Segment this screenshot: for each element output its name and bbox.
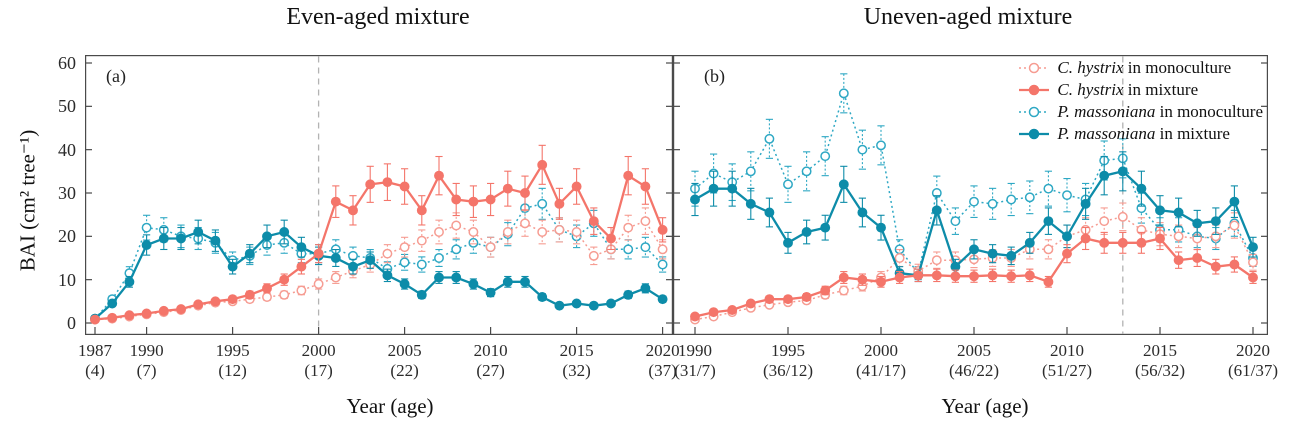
x-tick-label: 2010 (27) xyxy=(473,341,508,380)
y-tick-label: 0 xyxy=(67,313,76,333)
legend-item-ch-mixture: C. hystrix in mixture xyxy=(1016,79,1263,101)
x-tick-label: 2020 (37) xyxy=(645,341,680,380)
series-ch_mix xyxy=(690,226,1258,322)
legend-item-pm-monoculture: P. massoniana in monoculture xyxy=(1016,101,1263,123)
y-tick-label: 10 xyxy=(58,269,76,290)
ch-mixture-marker-icon xyxy=(1019,84,1050,96)
x-tick-label: 2000 (17) xyxy=(301,341,336,380)
panel-a-title: Even-aged mixture xyxy=(286,4,470,30)
x-tick-label: 2020 (61/37) xyxy=(1227,341,1279,380)
series-ch_mix xyxy=(90,144,668,325)
legend-label: C. hystrix in monoculture xyxy=(1057,58,1232,77)
y-tick-label: 20 xyxy=(58,226,76,247)
x-tick-label: 1995 (36/12) xyxy=(762,341,814,380)
pm-monoculture-marker-icon xyxy=(1019,106,1050,118)
x-tick-label: 2005 (22) xyxy=(387,341,422,380)
legend-label: C. hystrix in mixture xyxy=(1057,80,1199,99)
series-pm_mix xyxy=(690,151,1258,283)
y-tick-label: 60 xyxy=(58,53,76,73)
x-tick-label: 2000 (41/17) xyxy=(855,341,907,380)
x-tick-label: 1990 (7) xyxy=(129,341,164,380)
x-tick-label: 2005 (46/22) xyxy=(948,341,1000,380)
x-tick-label: 1995 (12) xyxy=(215,341,250,380)
ch-monoculture-marker-icon xyxy=(1019,62,1050,74)
series-pm_mix xyxy=(90,219,668,324)
legend-item-ch-monoculture: C. hystrix in monoculture xyxy=(1016,57,1263,79)
legend-label: P. massoniana in monoculture xyxy=(1057,102,1263,121)
x-tick-label: 2015 (32) xyxy=(559,341,594,380)
legend-item-pm-mixture: P. massoniana in mixture xyxy=(1016,123,1263,145)
x-axis-title-a: Year (age) xyxy=(346,394,434,418)
legend-label: P. massoniana in mixture xyxy=(1057,124,1230,143)
panel-b-title: Uneven-aged mixture xyxy=(863,4,1073,30)
x-axis-title-b: Year (age) xyxy=(941,394,1029,418)
x-tick-label: 2010 (51/27) xyxy=(1041,341,1093,380)
y-tick-label: 50 xyxy=(58,96,76,117)
panel-a-letter: (a) xyxy=(106,66,126,86)
y-tick-label: 40 xyxy=(58,139,76,160)
panel-a-plot xyxy=(85,55,673,335)
panel-b-plot xyxy=(673,55,1268,335)
legend: C. hystrix in monoculture C. hystrix in … xyxy=(1016,57,1263,145)
pm-mixture-marker-icon xyxy=(1019,128,1050,140)
x-tick-label: 1987 (4) xyxy=(78,341,112,380)
x-tick-label: 2015 (56/32) xyxy=(1134,341,1186,380)
y-tick-label: 30 xyxy=(58,183,76,203)
panel-b-letter: (b) xyxy=(704,66,725,86)
x-tick-label: 1990 (31/7) xyxy=(674,341,716,380)
